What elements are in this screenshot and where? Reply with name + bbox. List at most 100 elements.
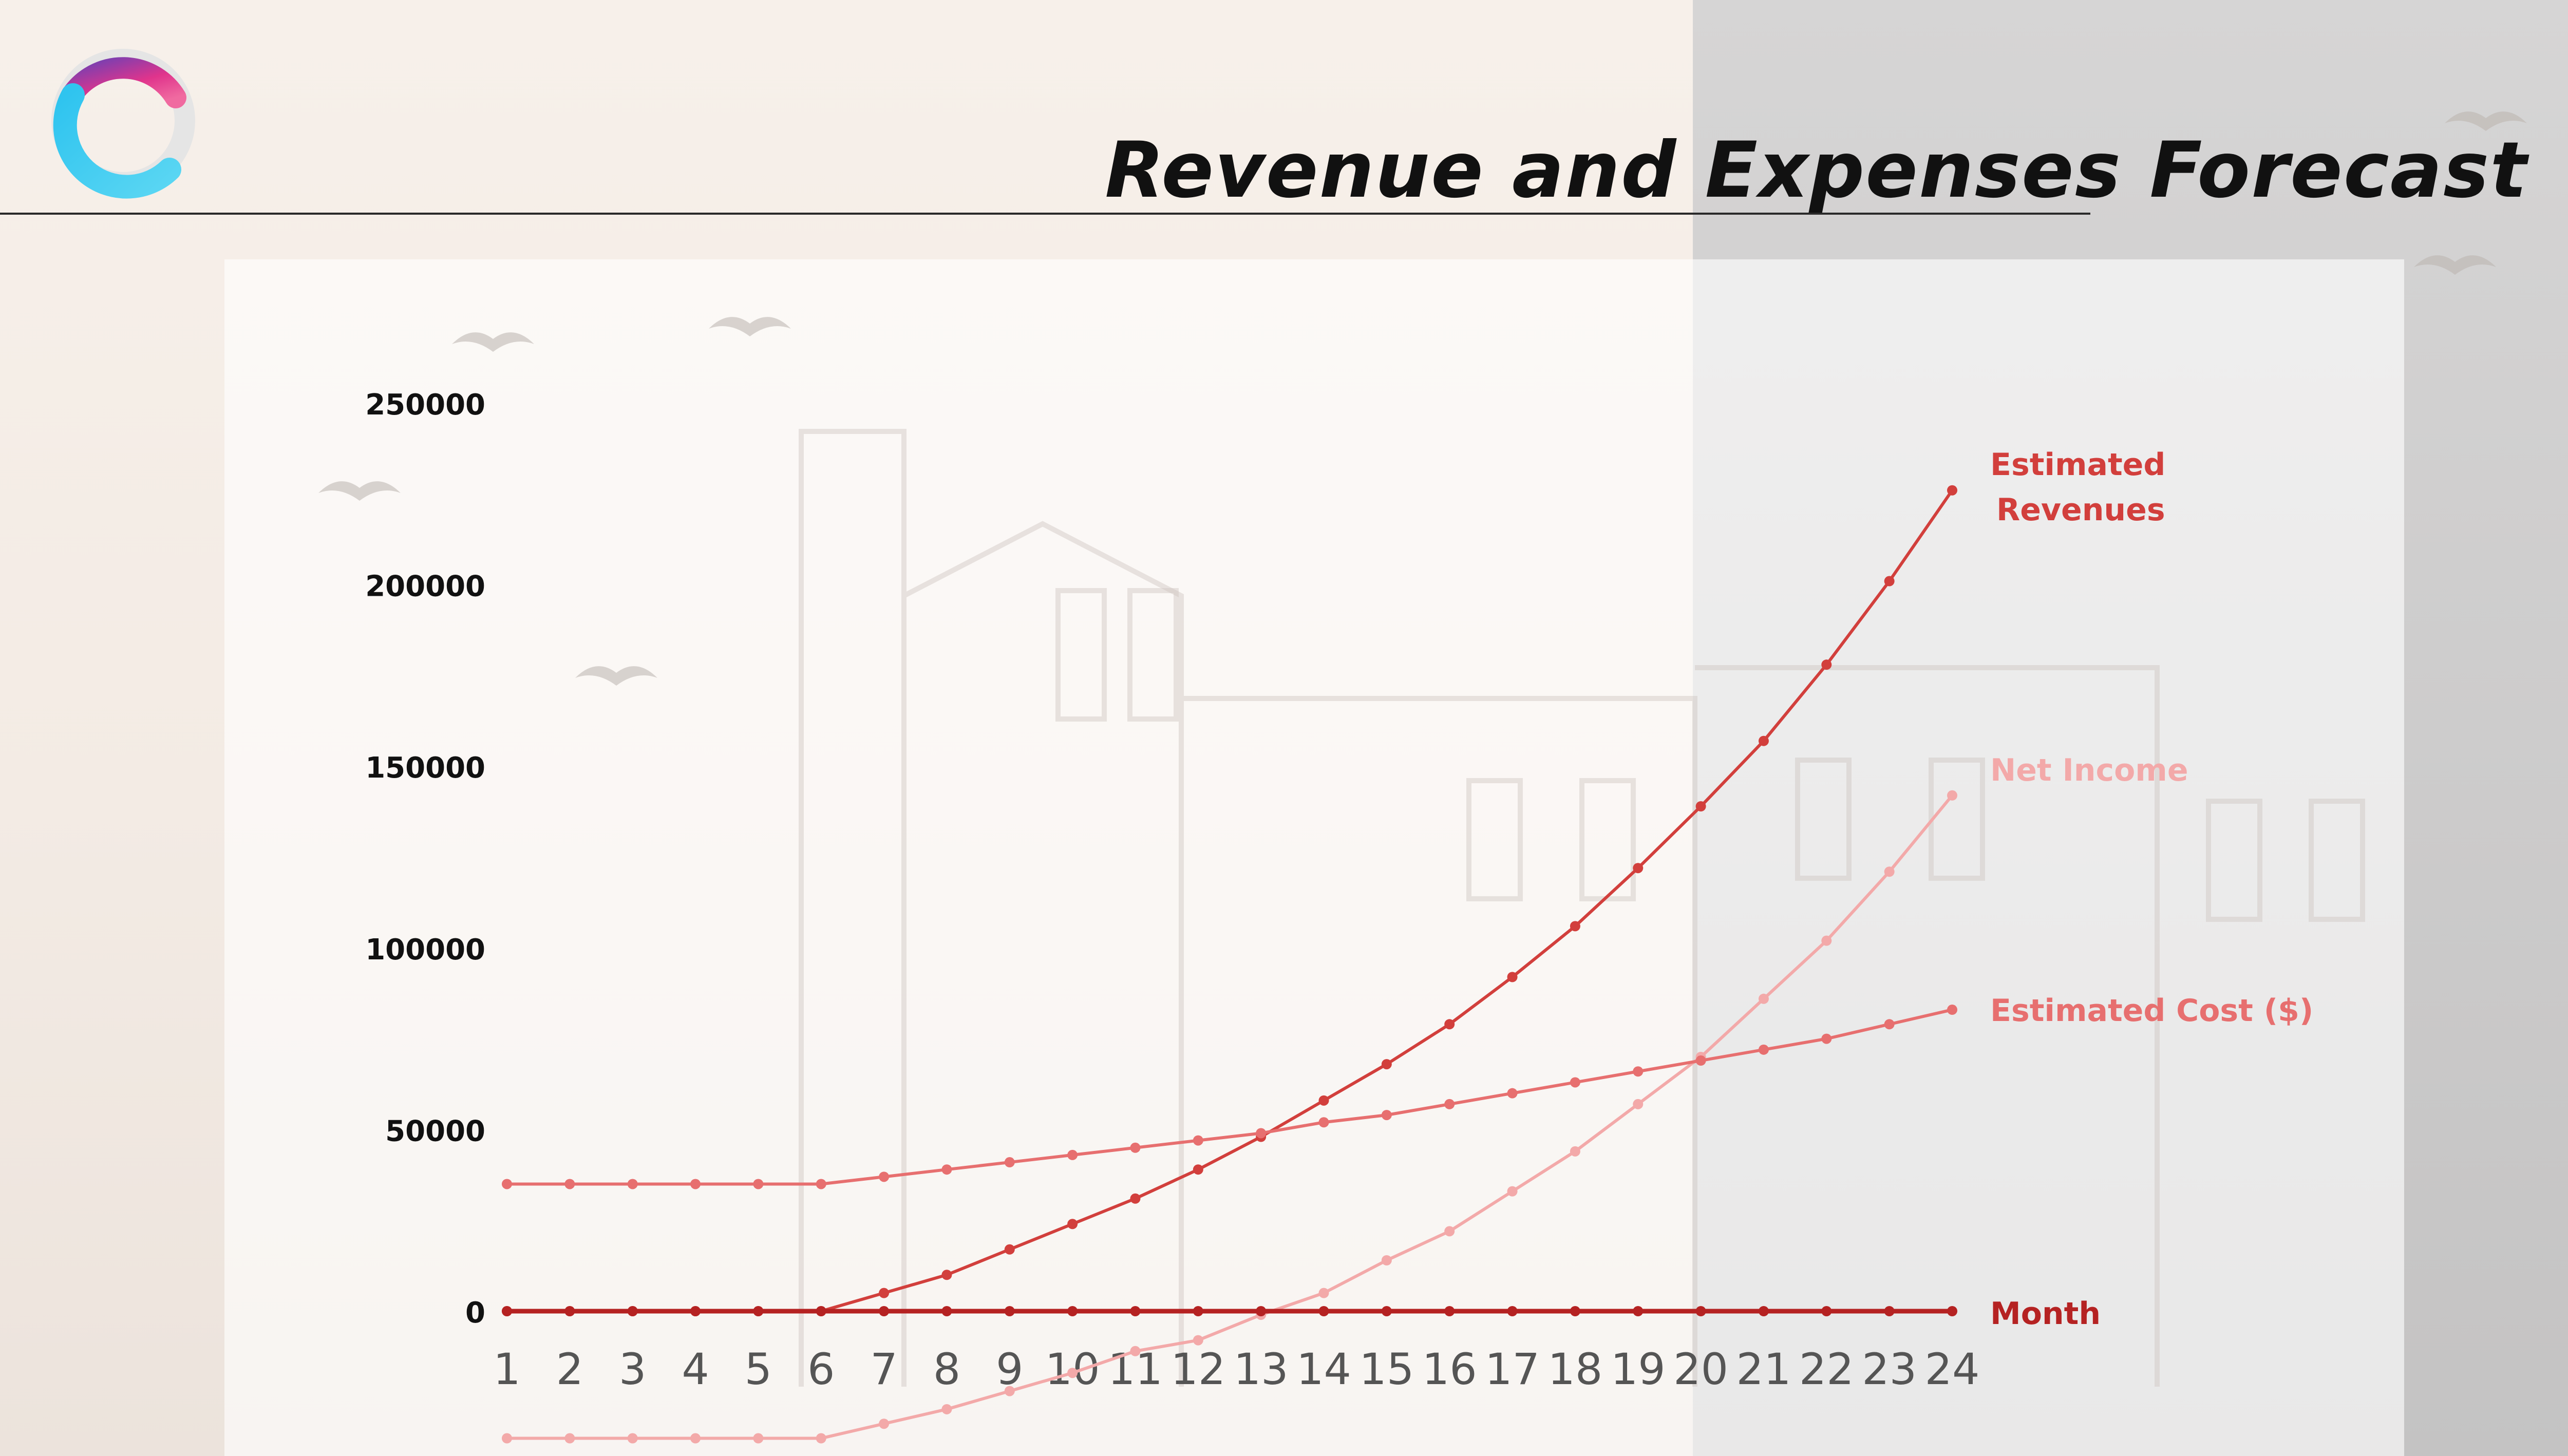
data-point-estimated-revenues [1444, 1019, 1455, 1030]
data-point-month [1947, 1306, 1957, 1316]
data-point-month [1381, 1306, 1392, 1316]
series-label-month: Month [1990, 1296, 2101, 1332]
x-tick-label: 8 [933, 1344, 960, 1394]
data-point-month [879, 1306, 890, 1316]
data-point-net-income [502, 1433, 512, 1444]
x-tick-label: 7 [870, 1344, 897, 1394]
data-point-estimated-cost [502, 1179, 512, 1189]
data-point-net-income [1318, 1288, 1329, 1298]
data-point-estimated-cost [1318, 1117, 1329, 1128]
data-point-month [1193, 1306, 1203, 1316]
data-point-month [1256, 1306, 1267, 1316]
data-point-estimated-revenues [1004, 1244, 1015, 1255]
x-tick-label: 17 [1485, 1344, 1540, 1394]
data-point-month [1004, 1306, 1015, 1316]
data-point-estimated-cost [816, 1179, 826, 1189]
x-tick-label: 19 [1611, 1344, 1666, 1394]
data-point-estimated-cost [1381, 1110, 1392, 1121]
data-point-net-income [627, 1433, 638, 1444]
x-tick-label: 4 [682, 1344, 709, 1394]
window-sketch-2 [1127, 588, 1179, 722]
data-point-net-income [1444, 1226, 1455, 1237]
data-point-estimated-cost [1570, 1077, 1580, 1088]
data-point-estimated-cost [1884, 1019, 1895, 1030]
data-point-estimated-revenues [1695, 801, 1706, 811]
x-tick-label: 6 [807, 1344, 835, 1394]
bird-1 [452, 332, 534, 352]
data-point-net-income [1570, 1146, 1580, 1157]
data-point-month [502, 1306, 512, 1316]
company-logo-icon [51, 49, 195, 199]
series-line-estimated-revenues [507, 489, 1954, 1313]
data-point-month [564, 1306, 575, 1316]
data-point-month [1507, 1306, 1518, 1316]
data-point-net-income [1758, 993, 1769, 1004]
window-sketch-7 [2206, 799, 2262, 922]
data-point-month [627, 1306, 638, 1316]
data-point-estimated-revenues [1821, 659, 1832, 670]
window-sketch-4 [1579, 778, 1636, 901]
series-label-net-income: Net Income [1990, 752, 2188, 788]
data-point-month [1821, 1306, 1832, 1316]
data-point-net-income [816, 1433, 826, 1444]
bird-4 [575, 666, 657, 686]
data-point-month [690, 1306, 701, 1316]
page-title: Revenue and Expenses Forecast [1105, 126, 2528, 215]
series-line-estimated-cost [507, 1008, 1953, 1186]
data-point-net-income [1130, 1346, 1141, 1356]
data-point-month [753, 1306, 764, 1316]
y-tick-label: 250000 [365, 388, 485, 422]
x-tick-label: 21 [1736, 1344, 1791, 1394]
data-point-month [1067, 1306, 1078, 1316]
data-point-estimated-cost [690, 1179, 701, 1189]
y-tick-label: 150000 [365, 751, 485, 785]
data-point-month [1318, 1306, 1329, 1316]
data-point-net-income [1821, 935, 1832, 946]
data-point-net-income [1884, 866, 1895, 877]
x-tick-label: 2 [556, 1344, 583, 1394]
data-point-net-income [1193, 1335, 1203, 1346]
window-sketch-3 [1466, 778, 1523, 901]
data-point-net-income [564, 1433, 575, 1444]
x-tick-label: 13 [1234, 1344, 1289, 1394]
x-tick-label: 24 [1925, 1344, 1980, 1394]
data-point-month [816, 1306, 826, 1316]
data-point-estimated-cost [564, 1179, 575, 1189]
x-tick-label: 5 [745, 1344, 772, 1394]
data-point-net-income [1004, 1386, 1015, 1396]
window-sketch-8 [2309, 799, 2365, 922]
data-point-estimated-revenues [1130, 1193, 1141, 1204]
data-point-net-income [753, 1433, 764, 1444]
data-point-estimated-revenues [1318, 1095, 1329, 1106]
data-point-estimated-cost [1947, 1005, 1957, 1015]
data-point-month [1130, 1306, 1141, 1316]
x-tick-label: 18 [1547, 1344, 1602, 1394]
y-tick-label: 200000 [365, 570, 485, 603]
data-point-net-income [1507, 1186, 1518, 1197]
x-tick-label: 20 [1673, 1344, 1728, 1394]
series-label-estimated-revenues: Revenues [1996, 492, 2165, 528]
data-point-estimated-cost [1507, 1088, 1518, 1099]
data-point-month [1758, 1306, 1769, 1316]
data-point-estimated-revenues [1947, 485, 1957, 496]
data-point-estimated-revenues [1758, 735, 1769, 746]
data-point-net-income [879, 1419, 890, 1429]
data-point-estimated-revenues [1507, 972, 1518, 982]
data-point-net-income [1381, 1255, 1392, 1265]
series-line-net-income [507, 794, 1954, 1440]
data-point-estimated-cost [1130, 1142, 1141, 1153]
x-tick-label: 1 [493, 1344, 520, 1394]
y-tick-label: 100000 [365, 933, 485, 967]
series-label-estimated-cost: Estimated Cost ($) [1990, 993, 2313, 1029]
x-tick-label: 14 [1296, 1344, 1351, 1394]
data-point-estimated-cost [1633, 1066, 1644, 1077]
building-sketch [799, 429, 2160, 1387]
bird-3 [318, 481, 401, 501]
x-tick-label: 3 [619, 1344, 646, 1394]
data-point-estimated-revenues [1884, 576, 1895, 587]
data-point-net-income [1633, 1099, 1644, 1109]
data-point-estimated-cost [1444, 1099, 1455, 1109]
x-tick-label: 23 [1862, 1344, 1917, 1394]
